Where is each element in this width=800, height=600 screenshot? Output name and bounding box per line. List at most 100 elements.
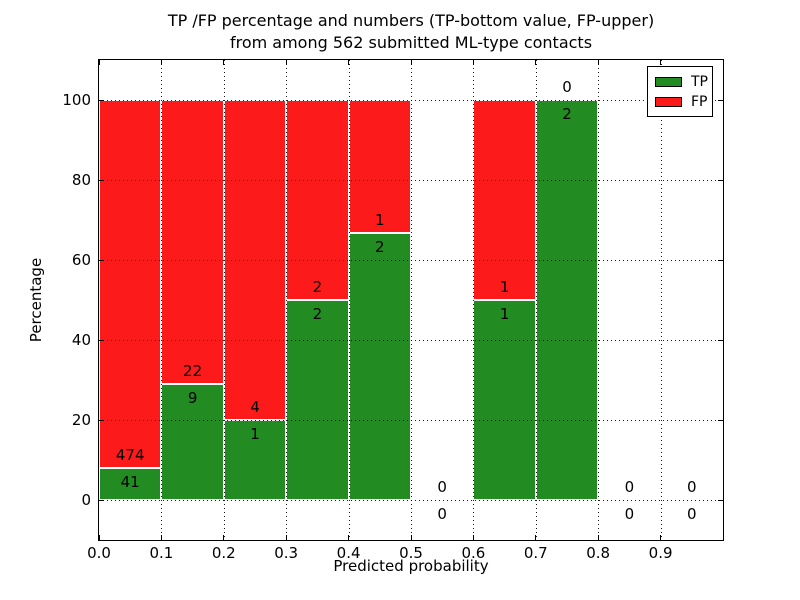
bar-tp — [286, 300, 349, 500]
y-tick-mark-right — [718, 99, 723, 101]
x-tick-mark-top — [597, 60, 599, 65]
y-tick-label: 20 — [71, 411, 91, 429]
x-tick-mark — [472, 535, 474, 540]
bar-tp — [99, 468, 162, 500]
x-tick-mark-top — [160, 60, 162, 65]
grid-line-v — [286, 60, 288, 540]
x-tick-label: 0.5 — [399, 544, 423, 562]
x-tick-mark — [722, 535, 724, 540]
y-tick-mark — [99, 499, 104, 501]
bar-tp — [161, 383, 224, 500]
x-tick-mark-top — [348, 60, 350, 65]
x-tick-label: 0.7 — [523, 544, 548, 562]
x-tick-mark — [660, 535, 662, 540]
y-tick-mark-right — [718, 499, 723, 501]
legend: TP FP — [647, 66, 713, 117]
grid-line-v — [411, 60, 412, 540]
bar-label-tp: 1 — [250, 425, 260, 443]
bar-label-fp: 1 — [499, 278, 510, 296]
x-tick-mark-top — [410, 60, 412, 65]
bar-label-tp: 2 — [562, 105, 572, 123]
y-tick-label: 100 — [62, 91, 91, 109]
grid-line-v — [660, 60, 662, 540]
y-tick-mark-right — [718, 259, 723, 261]
bar-label-tp: 9 — [187, 388, 198, 407]
bar-label-fp: 0 — [687, 478, 697, 496]
bar-label-tp: 1 — [499, 305, 510, 323]
y-tick-mark-right — [718, 419, 723, 421]
x-tick-label: 0.3 — [274, 544, 299, 562]
y-tick-mark — [99, 419, 104, 421]
chart-title-line-1: TP /FP percentage and numbers (TP-bottom… — [167, 11, 655, 30]
grid-line-v — [223, 60, 225, 540]
y-tick-label: 60 — [71, 251, 91, 269]
x-tick-mark — [535, 535, 537, 540]
grid-line-v — [535, 60, 537, 540]
x-tick-label: 0.9 — [648, 544, 673, 562]
bar-tp — [535, 100, 599, 500]
bar-tp — [473, 300, 536, 500]
tp-legend-swatch — [655, 77, 682, 87]
y-tick-label: 40 — [71, 331, 91, 349]
chart-title-line-2: from among 562 submitted ML-type contact… — [229, 33, 593, 52]
bar-label-fp: 0 — [624, 478, 635, 496]
x-tick-label: 0.6 — [461, 544, 486, 562]
y-tick-label: 0 — [81, 491, 91, 509]
fp-legend-swatch — [655, 97, 682, 107]
x-tick-label: 0.0 — [87, 544, 111, 562]
x-axis-label: Predicted probability — [333, 557, 489, 575]
bar-label-fp: 4 — [250, 398, 260, 416]
x-tick-mark-top — [472, 60, 474, 65]
x-tick-mark-top — [535, 60, 537, 65]
bar-label-tp: 41 — [120, 473, 140, 492]
bar-label-fp: 22 — [183, 361, 203, 380]
bar-label-fp: 474 — [115, 446, 145, 465]
x-tick-mark-top — [285, 60, 287, 65]
y-tick-mark — [99, 99, 104, 101]
bar-label-tp: 2 — [312, 305, 323, 323]
bar-label-tp: 2 — [375, 238, 385, 257]
legend-item-tp: TP — [655, 72, 712, 92]
x-tick-label: 0.4 — [336, 544, 361, 562]
x-tick-mark — [597, 535, 599, 540]
bar-label-fp: 0 — [437, 478, 447, 496]
tp-legend-label: TP — [691, 74, 708, 90]
y-tick-mark-right — [718, 339, 723, 341]
x-tick-mark — [98, 535, 100, 540]
x-tick-mark-top — [223, 60, 225, 65]
x-tick-mark — [285, 535, 287, 540]
y-tick-label: 80 — [71, 171, 91, 189]
bar-label-fp: 2 — [312, 278, 323, 296]
bar-fp — [286, 100, 349, 300]
x-tick-mark — [160, 535, 162, 540]
bar-tp — [348, 233, 411, 500]
grid-line-v — [473, 60, 475, 540]
y-tick-mark-right — [718, 179, 723, 181]
bar-label-tp: 0 — [624, 505, 635, 523]
legend-item-fp: FP — [655, 92, 712, 112]
x-tick-label: 0.1 — [149, 544, 174, 562]
grid-line-v — [348, 60, 350, 540]
y-axis-label: Percentage — [27, 257, 45, 343]
x-tick-label: 0.2 — [211, 544, 236, 562]
bar-label-tp: 0 — [437, 505, 447, 523]
bar-label-fp: 1 — [375, 211, 385, 230]
x-tick-mark-top — [722, 60, 724, 65]
fp-legend-label: FP — [691, 94, 708, 110]
bar-label-tp: 0 — [687, 505, 697, 523]
grid-line-v — [161, 60, 163, 540]
y-tick-mark — [99, 179, 104, 181]
x-tick-mark — [223, 535, 225, 540]
bar-fp — [473, 100, 536, 300]
x-tick-mark-top — [98, 60, 100, 65]
x-tick-mark — [410, 535, 412, 540]
bar-label-fp: 0 — [562, 78, 572, 96]
bar-fp — [99, 100, 162, 469]
x-tick-mark — [348, 535, 350, 540]
bar-fp — [161, 100, 224, 384]
x-tick-label: 0.8 — [586, 544, 611, 562]
y-tick-mark — [99, 339, 104, 341]
grid-line-v — [598, 60, 600, 540]
x-tick-mark-top — [660, 60, 662, 65]
